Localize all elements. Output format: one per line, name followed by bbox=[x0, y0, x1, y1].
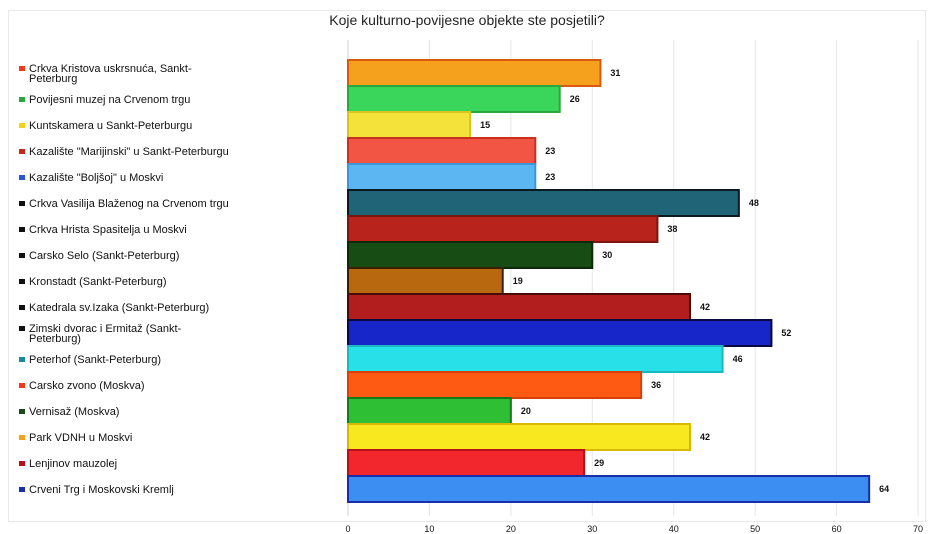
bar bbox=[347, 293, 691, 321]
legend-label: Carsko zvono (Moskva) bbox=[29, 380, 145, 392]
bar bbox=[347, 423, 691, 451]
legend-swatch bbox=[19, 175, 25, 180]
bars bbox=[347, 59, 871, 503]
data-label: 38 bbox=[667, 224, 677, 234]
chart-title: Koje kulturno-povijesne objekte ste posj… bbox=[329, 12, 605, 28]
legend-swatch bbox=[19, 409, 25, 414]
legend-label: Peterburg) bbox=[29, 333, 81, 345]
legend-label: Crkva Hrista Spasitelja u Moskvi bbox=[29, 224, 187, 236]
x-tick-label: 10 bbox=[424, 524, 434, 534]
legend-swatch bbox=[19, 201, 25, 206]
data-label: 42 bbox=[700, 432, 710, 442]
bar bbox=[347, 163, 537, 191]
bar bbox=[347, 85, 561, 113]
x-tick-label: 30 bbox=[587, 524, 597, 534]
bar bbox=[347, 267, 504, 295]
legend-swatch bbox=[19, 461, 25, 466]
bar bbox=[347, 345, 724, 373]
legend-label: Lenjinov mauzolej bbox=[29, 458, 117, 470]
x-tick-label: 60 bbox=[832, 524, 842, 534]
data-label: 23 bbox=[545, 172, 555, 182]
data-labels: 31 26 15 23 23 48 38 30 19 42 52 46 36 20 42 29 64 bbox=[480, 68, 889, 494]
legend-swatch bbox=[19, 487, 25, 492]
legend-label: Crkva Vasilija Blaženog na Crvenom trgu bbox=[29, 198, 229, 210]
bar bbox=[347, 137, 537, 165]
bar bbox=[347, 449, 586, 477]
legend-swatch bbox=[19, 149, 25, 154]
legend: Crkva Kristova uskrsnuća, Sankt-Peterbur… bbox=[19, 63, 229, 496]
data-label: 31 bbox=[610, 68, 620, 78]
legend-label: Carsko Selo (Sankt-Peterburg) bbox=[29, 250, 179, 262]
data-label: 36 bbox=[651, 380, 661, 390]
legend-label: Kazalište "Marijinski" u Sankt-Peterburg… bbox=[29, 146, 229, 158]
data-label: 48 bbox=[749, 198, 759, 208]
data-label: 20 bbox=[521, 406, 531, 416]
x-tick-label: 20 bbox=[506, 524, 516, 534]
bar bbox=[347, 397, 512, 425]
legend-swatch bbox=[19, 357, 25, 362]
legend-label: Crkva Kristova uskrsnuća, Sankt- bbox=[29, 63, 192, 75]
bar bbox=[347, 475, 871, 503]
legend-swatch bbox=[19, 305, 25, 310]
legend-swatch bbox=[19, 383, 25, 388]
legend-label: Zimski dvorac i Ermitaž (Sankt- bbox=[29, 323, 182, 335]
bar bbox=[347, 59, 602, 87]
legend-label: Povijesni muzej na Crvenom trgu bbox=[29, 94, 190, 106]
x-tick-label: 50 bbox=[750, 524, 760, 534]
data-label: 64 bbox=[879, 484, 889, 494]
legend-swatch bbox=[19, 227, 25, 232]
legend-swatch bbox=[19, 97, 25, 102]
bar bbox=[347, 371, 643, 399]
bar bbox=[347, 111, 472, 139]
data-label: 42 bbox=[700, 302, 710, 312]
legend-swatch bbox=[19, 123, 25, 128]
legend-swatch bbox=[19, 326, 25, 331]
data-label: 15 bbox=[480, 120, 490, 130]
legend-label: Peterhof (Sankt-Peterburg) bbox=[29, 354, 161, 366]
data-label: 46 bbox=[733, 354, 743, 364]
legend-swatch bbox=[19, 435, 25, 440]
bar bbox=[347, 319, 773, 347]
bar bbox=[347, 215, 659, 243]
data-label: 19 bbox=[513, 276, 523, 286]
x-tick-label: 40 bbox=[669, 524, 679, 534]
x-tick-label: 0 bbox=[345, 524, 350, 534]
legend-label: Peterburg bbox=[29, 73, 77, 85]
data-label: 23 bbox=[545, 146, 555, 156]
data-label: 26 bbox=[570, 94, 580, 104]
legend-label: Kazalište "Boljšoj" u Moskvi bbox=[29, 172, 163, 184]
legend-swatch bbox=[19, 279, 25, 284]
data-label: 29 bbox=[594, 458, 604, 468]
bar bbox=[347, 189, 740, 217]
legend-swatch bbox=[19, 66, 25, 71]
data-label: 30 bbox=[602, 250, 612, 260]
legend-label: Katedrala sv.Izaka (Sankt-Peterburg) bbox=[29, 302, 209, 314]
legend-label: Park VDNH u Moskvi bbox=[29, 432, 132, 444]
legend-label: Kuntskamera u Sankt-Peterburgu bbox=[29, 120, 192, 132]
legend-label: Vernisaž (Moskva) bbox=[29, 406, 119, 418]
x-tick-label: 70 bbox=[913, 524, 923, 534]
bar bbox=[347, 241, 594, 269]
legend-label: Crveni Trg i Moskovski Kremlj bbox=[29, 484, 174, 496]
x-axis: 0 10 20 30 40 50 60 70 bbox=[345, 524, 923, 534]
data-label: 52 bbox=[781, 328, 791, 338]
legend-label: Kronstadt (Sankt-Peterburg) bbox=[29, 276, 167, 288]
legend-swatch bbox=[19, 253, 25, 258]
